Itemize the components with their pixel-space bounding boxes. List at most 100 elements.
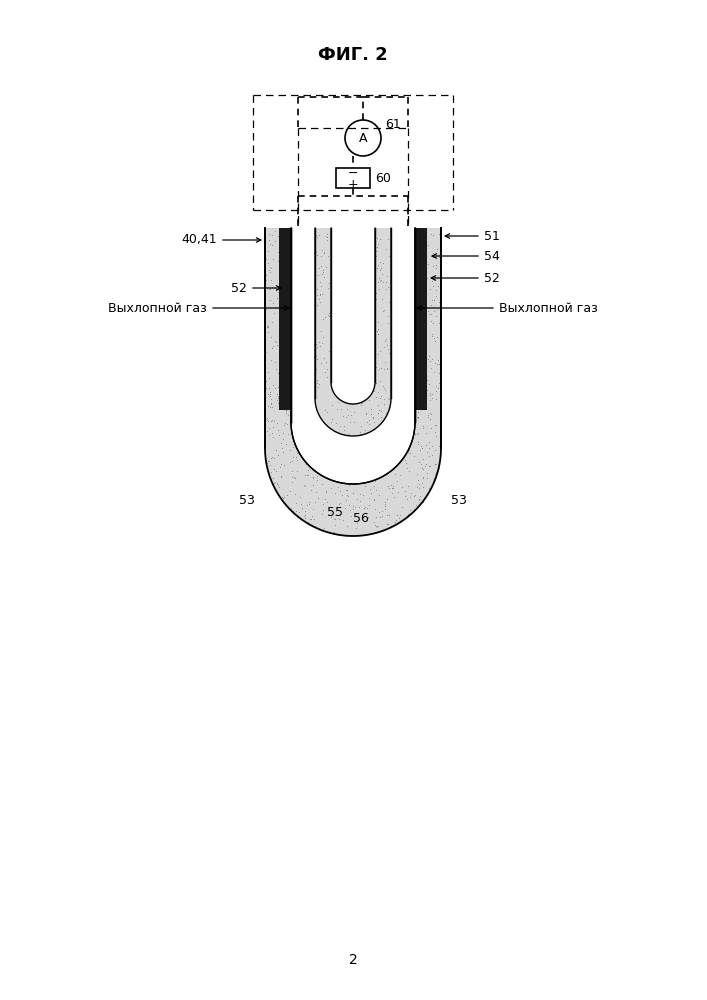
Point xyxy=(368,409,379,425)
Point xyxy=(378,302,390,318)
Point xyxy=(413,308,424,324)
Point xyxy=(423,440,435,456)
Point xyxy=(337,512,349,528)
Point xyxy=(410,272,421,288)
Point xyxy=(425,360,436,376)
Point xyxy=(417,479,428,495)
Point xyxy=(378,361,390,377)
Point xyxy=(312,490,324,506)
Point xyxy=(383,507,395,523)
Point xyxy=(276,286,288,302)
Point xyxy=(300,456,311,472)
Point xyxy=(267,449,278,465)
Point xyxy=(282,407,293,423)
Point xyxy=(273,479,284,495)
Point xyxy=(387,480,398,496)
Point xyxy=(425,385,436,401)
Point xyxy=(431,260,442,276)
Text: 40,41: 40,41 xyxy=(182,233,217,246)
Point xyxy=(377,266,388,282)
Point xyxy=(324,275,335,291)
Point xyxy=(348,485,359,501)
Point xyxy=(399,483,411,499)
Point xyxy=(423,376,435,392)
Point xyxy=(266,425,277,441)
Point xyxy=(333,496,344,512)
Point xyxy=(426,248,437,264)
Point xyxy=(429,456,440,472)
Point xyxy=(412,410,423,426)
Point xyxy=(357,513,368,529)
Point xyxy=(423,480,435,496)
Text: 53: 53 xyxy=(451,493,467,506)
Point xyxy=(272,379,284,395)
Point xyxy=(317,335,328,351)
Point xyxy=(382,390,394,406)
Point xyxy=(284,370,296,386)
Point xyxy=(374,390,385,406)
Point xyxy=(280,302,291,318)
Point xyxy=(417,341,428,357)
Point xyxy=(265,464,276,480)
Point xyxy=(281,302,292,318)
Point xyxy=(379,496,390,512)
Point xyxy=(378,255,389,271)
Point xyxy=(268,338,279,354)
Point xyxy=(264,281,275,297)
Point xyxy=(321,232,332,248)
Point xyxy=(284,262,295,278)
Point xyxy=(360,406,371,422)
Point xyxy=(420,456,431,472)
Point xyxy=(433,247,445,263)
Text: 52: 52 xyxy=(231,282,247,294)
Point xyxy=(428,470,440,486)
Point xyxy=(429,333,440,349)
Point xyxy=(271,386,282,402)
Point xyxy=(414,369,426,385)
Point xyxy=(426,420,437,436)
Point xyxy=(264,281,275,297)
Point xyxy=(262,255,274,271)
Point xyxy=(376,272,387,288)
Point xyxy=(269,450,280,466)
Point xyxy=(280,309,291,325)
Point xyxy=(414,362,426,378)
Point xyxy=(426,326,438,342)
Point xyxy=(320,402,331,418)
Point xyxy=(344,414,356,430)
Point xyxy=(419,398,431,414)
Point xyxy=(395,467,406,483)
Point xyxy=(426,438,438,454)
Point xyxy=(269,223,281,239)
Point xyxy=(360,499,371,515)
Point xyxy=(282,279,293,295)
Point xyxy=(370,482,382,498)
Point xyxy=(412,321,423,337)
Point xyxy=(426,297,437,313)
Point xyxy=(269,413,280,429)
Text: 56: 56 xyxy=(353,512,369,524)
Bar xyxy=(336,168,370,188)
Point xyxy=(353,499,364,515)
Point xyxy=(363,412,374,428)
Point xyxy=(272,284,284,300)
Point xyxy=(312,267,324,283)
Point xyxy=(370,248,381,264)
Point xyxy=(419,270,431,286)
Point xyxy=(334,495,345,511)
Point xyxy=(414,491,425,507)
Point xyxy=(382,308,393,324)
Point xyxy=(310,336,322,352)
Point xyxy=(327,383,339,399)
Point xyxy=(277,425,288,441)
Text: −: − xyxy=(348,166,358,180)
Point xyxy=(329,485,341,501)
Point xyxy=(274,348,286,364)
Point xyxy=(283,335,294,351)
Point xyxy=(278,239,289,255)
Point xyxy=(308,511,320,527)
Point xyxy=(334,483,346,499)
Point xyxy=(315,248,327,264)
Point xyxy=(382,478,393,494)
Text: Выхлопной газ: Выхлопной газ xyxy=(499,302,597,314)
